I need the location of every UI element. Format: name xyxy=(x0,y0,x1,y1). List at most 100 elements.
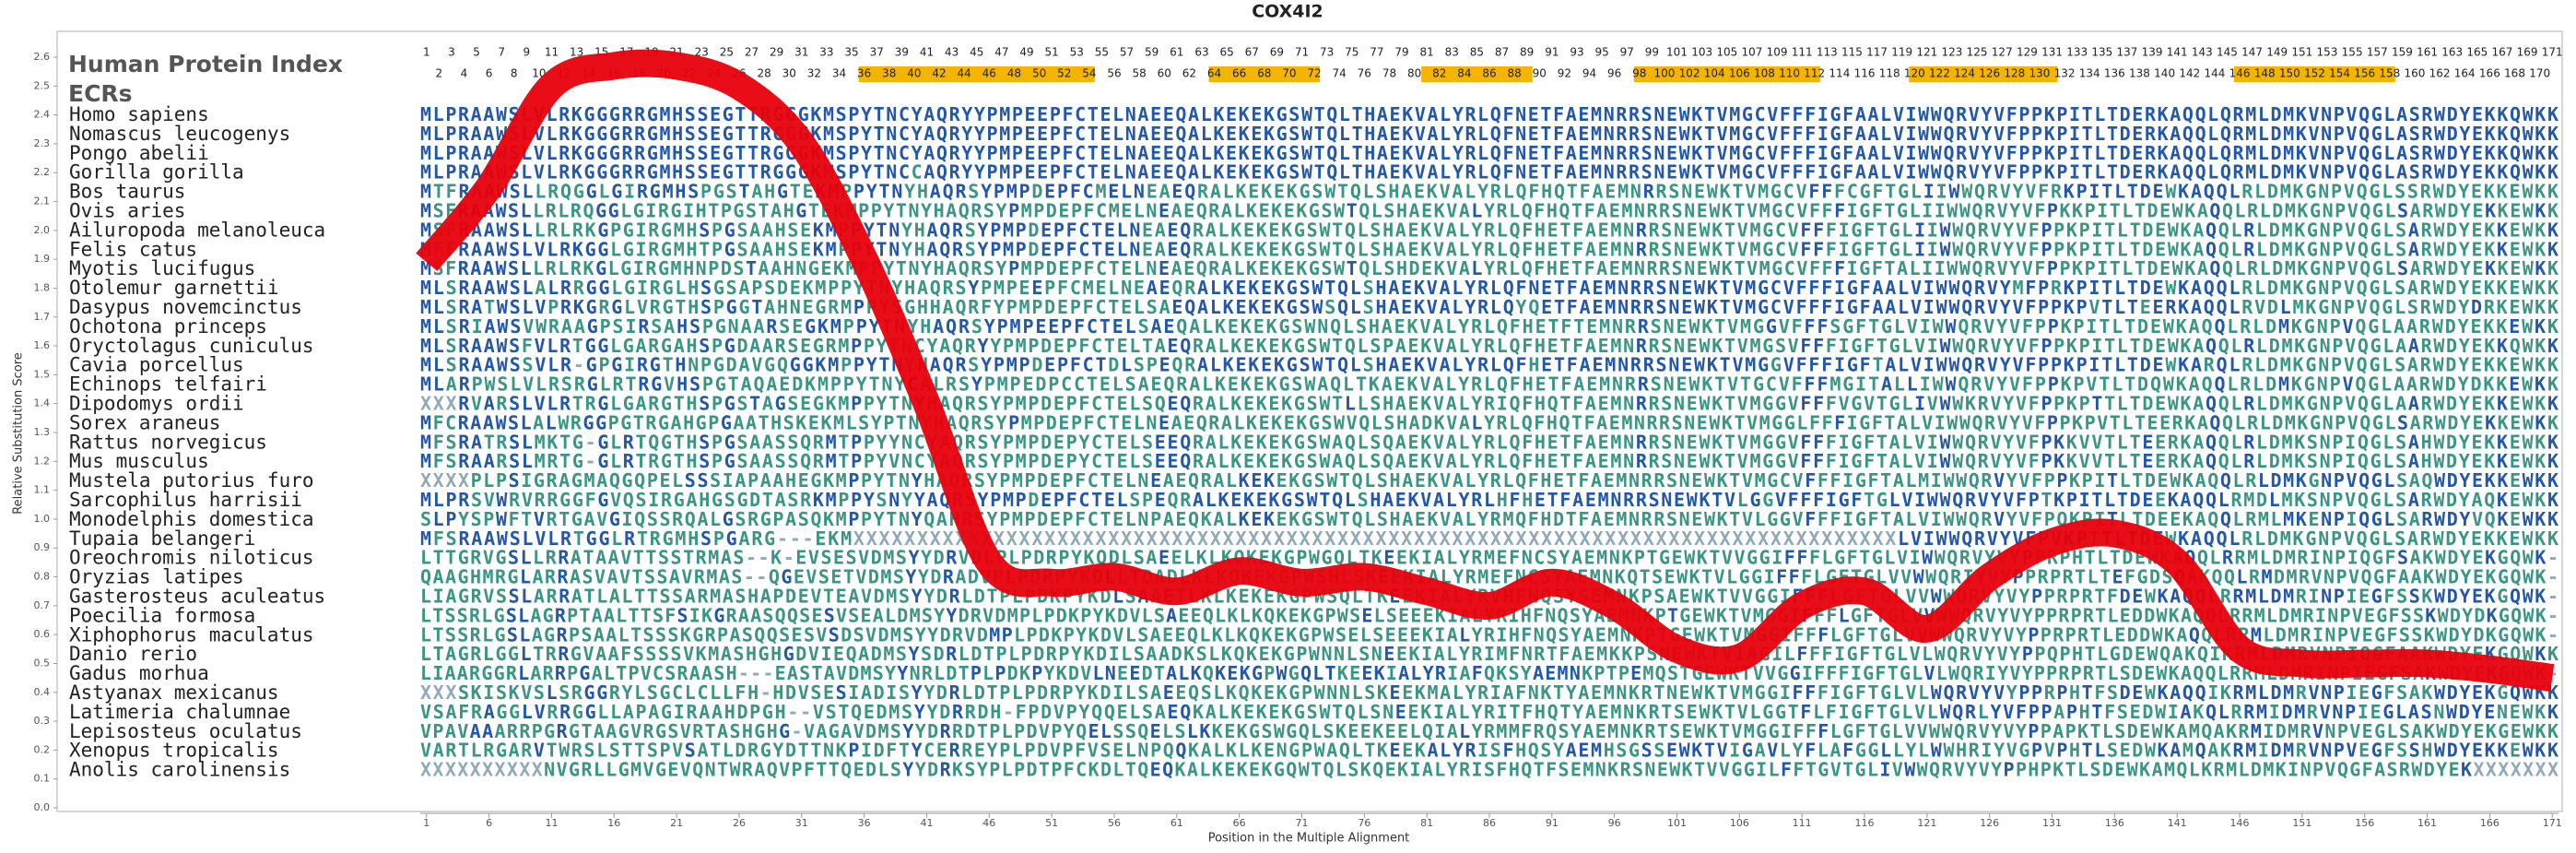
x-tick-label: 16 xyxy=(607,817,620,829)
y-tick-label: 1.3 xyxy=(34,426,51,438)
species-name: Oryzias latipes xyxy=(69,566,244,588)
y-tick-label: 1.8 xyxy=(34,281,51,293)
position-label: 41 xyxy=(920,46,934,59)
y-tick-label: 0.9 xyxy=(34,541,51,553)
position-label: 75 xyxy=(1345,46,1359,59)
position-label: 157 xyxy=(2367,46,2388,59)
position-label: 107 xyxy=(1741,46,1762,59)
species-name: Cavia porcellus xyxy=(69,354,244,376)
position-label: 38 xyxy=(882,67,896,80)
position-label: 147 xyxy=(2241,46,2263,59)
ecr-bar xyxy=(1208,66,1321,82)
position-label: 69 xyxy=(1270,46,1284,59)
position-label: 133 xyxy=(2066,46,2088,59)
sequence: XXXXXXXXXXNVGRLLGMVGEVQNTWRAQVPFTTQEDLSY… xyxy=(420,758,2558,780)
x-tick-label: 51 xyxy=(1045,817,1058,829)
x-tick-label: 156 xyxy=(2355,817,2374,829)
species-name: Homo sapiens xyxy=(69,103,209,125)
x-tick-label: 76 xyxy=(1358,817,1370,829)
position-label: 117 xyxy=(1866,46,1888,59)
position-label: 112 xyxy=(1804,67,1825,80)
position-label: 53 xyxy=(1070,46,1084,59)
x-tick-label: 56 xyxy=(1108,817,1121,829)
position-label: 97 xyxy=(1620,46,1634,59)
x-tick-label: 46 xyxy=(982,817,995,829)
x-tick-label: 96 xyxy=(1608,817,1621,829)
position-label: 132 xyxy=(2054,67,2076,80)
position-label: 35 xyxy=(844,46,858,59)
position-label: 165 xyxy=(2466,46,2488,59)
species-name: Echinops telfairi xyxy=(69,373,267,396)
species-name: Ochotona princeps xyxy=(69,315,267,338)
position-label: 101 xyxy=(1666,46,1688,59)
y-axis-label: Relative Substitution Score xyxy=(12,352,26,515)
position-label: 29 xyxy=(770,46,783,59)
position-label: 140 xyxy=(2154,67,2175,80)
position-label: 79 xyxy=(1394,46,1408,59)
position-label: 146 xyxy=(2229,67,2251,80)
x-tick-label: 131 xyxy=(2042,817,2062,829)
position-label: 166 xyxy=(2479,67,2500,80)
position-label: 126 xyxy=(1979,67,2000,80)
position-label: 36 xyxy=(857,67,871,80)
position-label: 110 xyxy=(1779,67,1800,80)
y-tick-label: 0.2 xyxy=(34,743,51,755)
position-label: 135 xyxy=(2091,46,2112,59)
position-label: 92 xyxy=(1558,67,1571,80)
position-label: 48 xyxy=(1007,67,1021,80)
species-name: Sorex araneus xyxy=(69,411,220,433)
position-label: 50 xyxy=(1032,67,1046,80)
species-name: Dipodomys ordii xyxy=(69,393,244,415)
species-name: Poecilia formosa xyxy=(69,604,255,626)
position-label: 52 xyxy=(1057,67,1071,80)
y-tick-label: 2.0 xyxy=(34,224,51,236)
position-label: 66 xyxy=(1232,67,1246,80)
position-label: 163 xyxy=(2441,46,2463,59)
position-label: 114 xyxy=(1829,67,1850,80)
position-label: 161 xyxy=(2417,46,2438,59)
position-label: 81 xyxy=(1420,46,1434,59)
species-name: Sarcophilus harrisii xyxy=(69,489,302,511)
position-label: 47 xyxy=(994,46,1008,59)
species-name: Rattus norvegicus xyxy=(69,431,267,453)
position-label: 78 xyxy=(1382,67,1396,80)
position-label: 164 xyxy=(2454,67,2476,80)
position-label: 31 xyxy=(794,46,808,59)
position-label: 13 xyxy=(570,46,583,59)
species-name: Dasypus novemcinctus xyxy=(69,296,302,318)
position-label: 108 xyxy=(1754,67,1775,80)
position-label: 34 xyxy=(832,67,846,80)
position-label: 169 xyxy=(2517,46,2538,59)
species-name: Monodelphis domestica xyxy=(69,508,314,530)
position-label: 86 xyxy=(1482,67,1496,80)
position-label: 33 xyxy=(819,46,833,59)
position-label: 127 xyxy=(1992,46,2013,59)
x-tick-label: 6 xyxy=(486,817,492,829)
position-label: 109 xyxy=(1767,46,1788,59)
position-label: 83 xyxy=(1445,46,1459,59)
x-tick-label: 21 xyxy=(670,817,683,829)
y-tick-label: 1.6 xyxy=(34,339,51,351)
x-tick-label: 166 xyxy=(2480,817,2500,829)
x-tick-label: 86 xyxy=(1483,817,1496,829)
species-name: Otolemur garnettii xyxy=(69,277,279,299)
position-label: 170 xyxy=(2529,67,2550,80)
position-label: 125 xyxy=(1967,46,1988,59)
species-name: Felis catus xyxy=(69,238,197,260)
position-label: 82 xyxy=(1432,67,1446,80)
species-name: Oryctolagus cuniculus xyxy=(69,335,314,357)
x-tick-label: 121 xyxy=(1917,817,1936,829)
curve-layer xyxy=(416,49,2555,692)
position-label: 32 xyxy=(807,67,821,80)
position-label: 25 xyxy=(720,46,734,59)
x-tick-label: 61 xyxy=(1170,817,1183,829)
ecr-bar xyxy=(2234,66,2395,82)
position-label: 144 xyxy=(2204,67,2225,80)
position-label: 43 xyxy=(945,46,959,59)
position-label: 171 xyxy=(2542,46,2563,59)
position-label: 6 xyxy=(486,67,493,80)
position-label: 64 xyxy=(1207,67,1221,80)
species-name: Pongo abelii xyxy=(69,142,209,164)
species-name: Myotis lucifugus xyxy=(69,257,255,279)
position-label: 49 xyxy=(1019,46,1033,59)
